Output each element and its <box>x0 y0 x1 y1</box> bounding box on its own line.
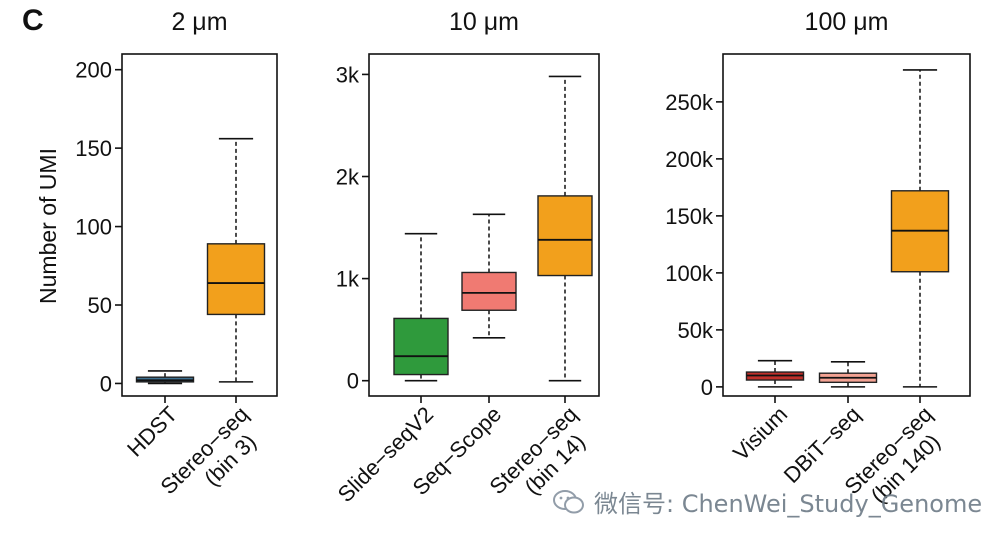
x-tick-label-line: Visium <box>728 402 792 466</box>
plot-frame <box>722 53 971 397</box>
y-tick-label: 150k <box>665 204 714 229</box>
panel-title: 10 μm <box>449 8 519 36</box>
box-iqr <box>206 243 266 316</box>
y-tick-label: 3k <box>336 62 360 87</box>
box-iqr <box>393 317 449 376</box>
plot-frame <box>368 53 600 397</box>
y-tick-label: 150 <box>75 136 112 161</box>
y-axis-label: Number of UMI <box>35 148 61 304</box>
x-tick-label: Visium <box>728 402 792 466</box>
watermark-text: 微信号: ChenWei_Study_Genome <box>594 490 983 518</box>
panel-title: 2 μm <box>171 8 227 36</box>
x-tick-label: HDST <box>122 402 182 462</box>
y-tick-label: 50k <box>678 318 714 343</box>
y-tick-label: 0 <box>701 375 713 400</box>
wechat-icon <box>553 489 584 513</box>
y-tick-label: 0 <box>100 371 112 396</box>
y-tick-label: 2k <box>336 165 360 190</box>
y-tick-label: 100k <box>665 261 714 286</box>
y-tick-label: 200 <box>75 58 112 83</box>
y-tick-label: 0 <box>347 369 359 394</box>
box-iqr <box>461 271 517 311</box>
plot-frame <box>121 53 278 397</box>
y-tick-label: 1k <box>336 267 360 292</box>
panel-letter: C <box>22 4 44 37</box>
x-tick-label-line: HDST <box>122 402 182 462</box>
y-tick-label: 50 <box>88 293 112 318</box>
panel-title: 100 μm <box>805 8 889 36</box>
box-iqr <box>537 195 593 277</box>
y-tick-label: 100 <box>75 215 112 240</box>
y-tick-label: 250k <box>665 90 714 115</box>
y-tick-label: 200k <box>665 147 714 172</box>
watermark: 微信号: ChenWei_Study_Genome <box>552 484 982 519</box>
